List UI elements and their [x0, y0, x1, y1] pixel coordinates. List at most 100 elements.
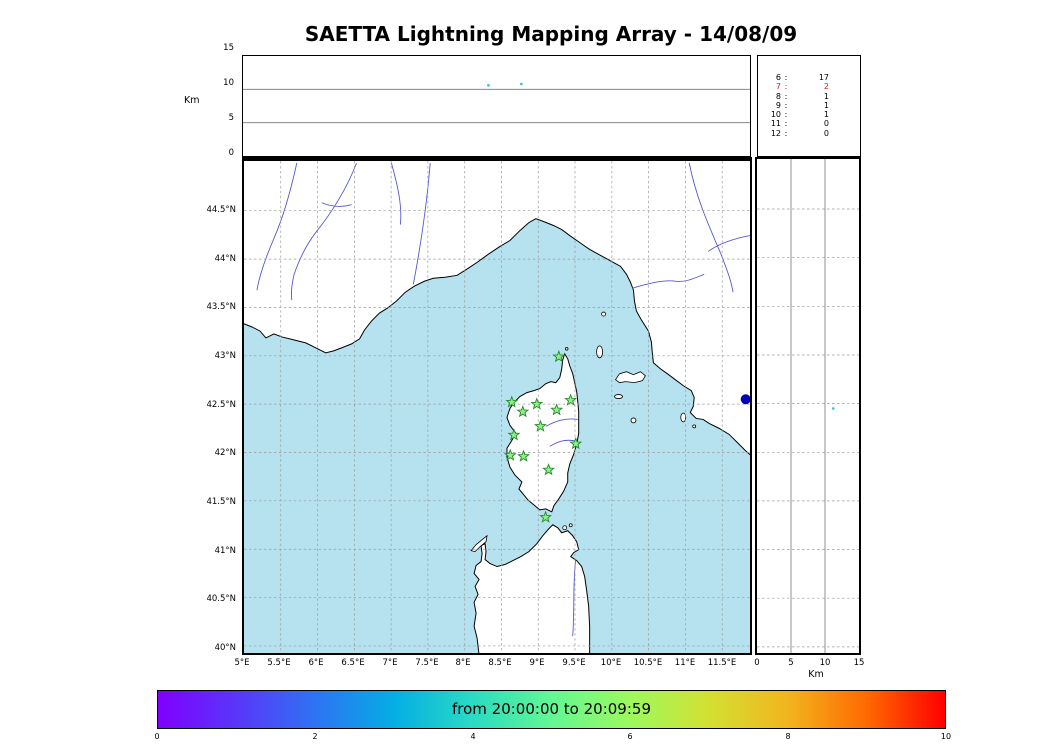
lon-tick: 9°E [529, 658, 545, 668]
altitude-gridlines [790, 159, 826, 653]
rivers [256, 162, 750, 637]
lon-tick: 9.5°E [562, 658, 586, 668]
gorgona-island [601, 311, 606, 317]
stats-count-label: 11 [770, 119, 781, 129]
stats-count-value: 1 [823, 110, 829, 120]
giraglia-island [565, 347, 569, 351]
lat-tick: 44.5°N [206, 205, 236, 215]
stats-separator: : [784, 110, 788, 120]
coastline-mainland [244, 161, 750, 456]
lat-tick: 42°N [214, 448, 236, 458]
map-plot [244, 161, 750, 653]
stats-row: 9 : 1 [767, 101, 829, 110]
stats-count-label: 8 [775, 91, 781, 101]
colorbar-tick: 4 [470, 732, 476, 741]
lon-tick: 10.5°E [633, 658, 663, 668]
altitude-gridlines [243, 88, 750, 124]
flash-location-dot [740, 394, 750, 405]
lon-tick: 6°E [308, 658, 324, 668]
lat-tick: 40.5°N [206, 594, 236, 604]
altitude-time-plot [243, 82, 750, 124]
lma-station-marker [539, 510, 552, 523]
lon-tick: 11.5°E [707, 658, 737, 668]
lon-tick: 8.5°E [488, 658, 512, 668]
stats-count-label: 9 [775, 100, 781, 110]
stats-count-value: 0 [823, 128, 829, 138]
altitude-axis-unit: Km [184, 95, 200, 106]
alt-tick-15: 15 [223, 43, 234, 53]
giannutri-island [692, 424, 697, 429]
colorbar-tick: 10 [940, 732, 952, 741]
lon-tick: 11°E [674, 658, 696, 668]
sardinia-island [473, 524, 591, 653]
altitude-latitude-plot [757, 159, 859, 653]
stats-row: 10 : 1 [767, 110, 829, 119]
lat-tick: 43°N [214, 351, 236, 361]
colorbar-tick: 2 [312, 732, 318, 741]
lma-station-marker [569, 437, 583, 450]
colorbar-tick: 8 [785, 732, 791, 741]
lat-tick: 41°N [214, 546, 236, 556]
lma-station-marker [542, 463, 556, 476]
stats-row: 8 : 1 [767, 92, 829, 101]
time-colorbar: from 20:00:00 to 20:09:59 [157, 690, 946, 729]
vhf-source-point [519, 82, 523, 86]
lat-tick: 40°N [214, 643, 236, 653]
lma-station-marker [530, 397, 544, 410]
page-title: SAETTA Lightning Mapping Array - 14/08/0… [304, 22, 798, 46]
capraia-island [596, 345, 603, 359]
alt-tick-0: 0 [228, 148, 234, 158]
lon-tick: 10°E [600, 658, 622, 668]
stats-count-label: 12 [770, 128, 781, 138]
corsica-island [506, 352, 580, 513]
map-panel [242, 157, 752, 655]
lon-tick: 5.5°E [267, 658, 291, 668]
stats-count-value: 2 [823, 82, 829, 92]
stats-separator: : [784, 91, 788, 101]
lon-tick: 6.5°E [341, 658, 365, 668]
vhf-source-points-layer [487, 82, 523, 87]
giglio-island [680, 412, 687, 423]
lat-tick: 42.5°N [206, 400, 236, 410]
small-islands [470, 311, 697, 553]
asinara-island [470, 534, 488, 553]
maddalena-island [568, 523, 573, 528]
lat-tick: 44°N [214, 254, 236, 264]
station-stats-panel: 6 : 17 7 : 2 8 : 1 9 : 1 10 : 1 11 : 0 [757, 55, 861, 157]
stats-count-value: 1 [823, 91, 829, 101]
elba-island [614, 371, 646, 384]
lat-tick: 43.5°N [206, 302, 236, 312]
lma-station-marker [507, 428, 521, 441]
colorbar-tick: 0 [154, 732, 160, 741]
vhf-source-points-layer [831, 407, 835, 410]
vhf-source-point [831, 407, 835, 410]
km-axis-unit: Km [808, 669, 824, 680]
stats-separator: : [784, 73, 788, 82]
time-range-label: from 20:00:00 to 20:09:59 [451, 700, 651, 718]
stats-row: 11 : 0 [767, 119, 829, 128]
stats-count-label: 10 [770, 110, 781, 120]
lat-tick: 41.5°N [206, 497, 236, 507]
lma-station-marker [516, 405, 530, 418]
lon-tick: 7.5°E [415, 658, 439, 668]
stats-row: 7 : 2 [767, 82, 829, 91]
lma-station-marker [503, 448, 517, 461]
stats-count-value: 17 [818, 73, 829, 82]
lma-station-marker [534, 419, 547, 432]
stats-count-label: 6 [775, 73, 781, 82]
lma-station-marker [550, 403, 564, 416]
alt-tick-5: 5 [228, 113, 234, 123]
stats-count-value: 0 [823, 119, 829, 129]
colorbar-tick: 6 [627, 732, 633, 741]
montecristo-island [630, 417, 637, 424]
lma-station-marker [564, 393, 578, 406]
km-tick: 0 [754, 658, 760, 668]
lma-station-marker [505, 395, 519, 408]
lma-station-marker [552, 349, 566, 363]
stats-count-label: 7 [775, 82, 781, 92]
km-tick: 15 [853, 658, 865, 668]
stats-count-value: 1 [823, 100, 829, 110]
lon-tick: 7°E [382, 658, 398, 668]
lon-tick: 8°E [455, 658, 471, 668]
